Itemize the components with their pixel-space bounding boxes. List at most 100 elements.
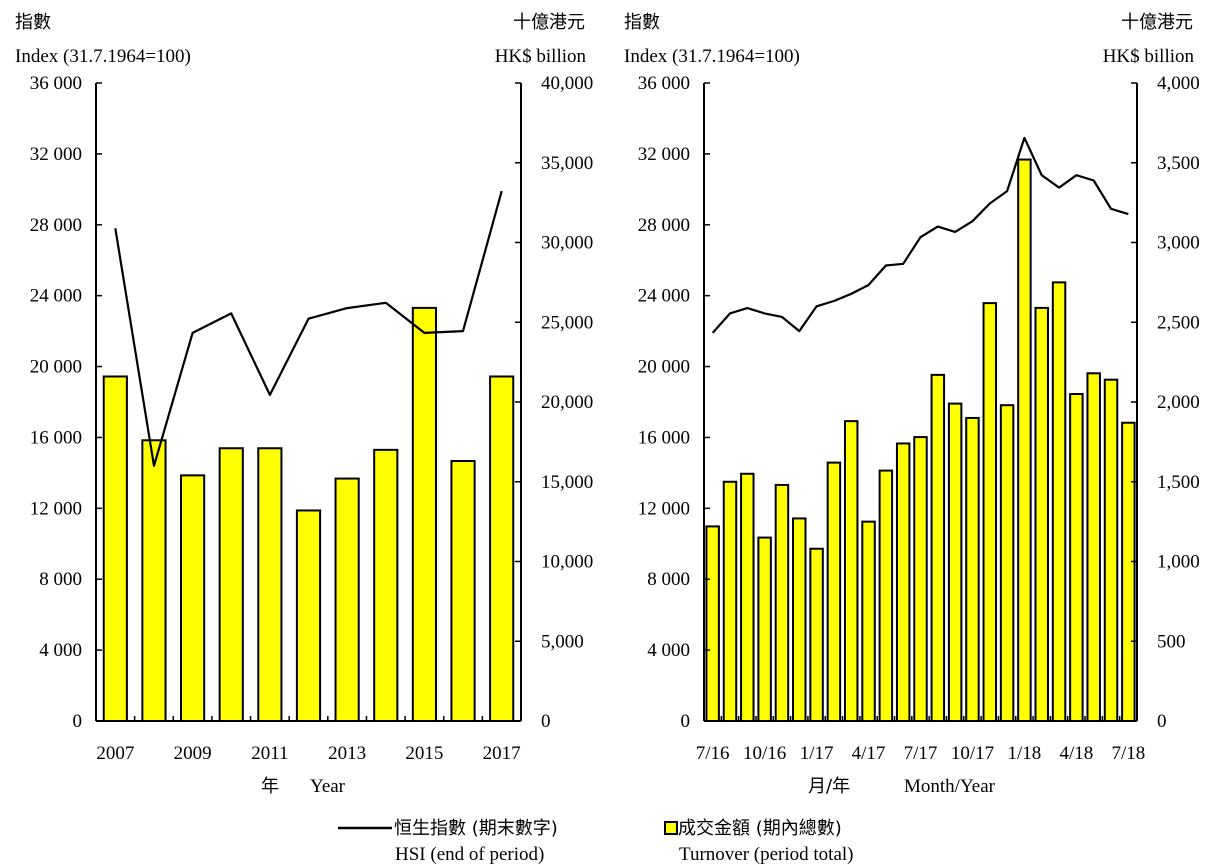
right-bar: [862, 522, 874, 721]
left-x-tick-label: 2011: [251, 743, 288, 764]
right-bar: [897, 443, 909, 721]
right-bar: [724, 482, 736, 721]
left-x-tick-label: 2015: [405, 743, 443, 764]
left-left-tick-label: 20 000: [30, 357, 82, 378]
right-bar: [793, 518, 805, 721]
right-right-tick-label: 3,000: [1157, 233, 1200, 254]
right-left-tick-label: 4 000: [647, 640, 690, 661]
right-x-tick-label: 1/17: [800, 743, 834, 764]
left-x-tick-label: 2013: [328, 743, 366, 764]
right-bar: [932, 375, 944, 721]
left-right-tick-label: 20,000: [541, 392, 593, 413]
right-left-tick-label: 0: [681, 711, 691, 732]
left-right-tick-label: 30,000: [541, 233, 593, 254]
right-bar: [880, 471, 892, 721]
right-right-tick-label: 1,500: [1157, 472, 1200, 493]
right-x-tick-label: 7/17: [904, 743, 938, 764]
right-right-tick-label: 0: [1157, 711, 1167, 732]
annual-x-axis-title-en: Year: [310, 776, 346, 797]
monthly-chart: 指數 Index (31.7.1964=100) 十億港元 HK$ billio…: [624, 12, 1200, 797]
left-bar: [297, 510, 320, 721]
annual-x-axis-title-zh: 年: [261, 776, 279, 797]
left-bar: [490, 376, 513, 721]
right-bar: [706, 526, 718, 721]
legend: 恒生指數 (期末數字) HSI (end of period) 成交金額 (期內…: [338, 818, 854, 865]
left-right-tick-label: 10,000: [541, 552, 593, 573]
right-left-tick-label: 20 000: [638, 357, 690, 378]
right-x-tick-label: 10/17: [951, 743, 994, 764]
right-bar: [1122, 423, 1134, 721]
monthly-x-axis-title-zh: 月/年: [808, 776, 850, 797]
right-left-tick-label: 36 000: [638, 73, 690, 94]
monthly-right-axis-ticks: 0 500 1,000 1,500 2,000 2,500 3,000 3,500 4,000: [1131, 73, 1200, 732]
right-bar: [949, 404, 961, 721]
monthly-right-axis-title-en: HK$ billion: [1103, 46, 1195, 67]
right-right-tick-label: 2,500: [1157, 312, 1200, 333]
left-right-tick-label: 25,000: [541, 312, 593, 333]
right-bar: [914, 437, 926, 721]
right-x-tick-label: 1/18: [1008, 743, 1042, 764]
left-x-tick-label: 2017: [483, 743, 521, 764]
left-left-tick-label: 32 000: [30, 144, 82, 165]
monthly-bars: [706, 160, 1134, 721]
annual-hsi-line: [115, 191, 501, 466]
right-bar: [776, 485, 788, 721]
right-bar: [1001, 405, 1013, 721]
left-bar: [374, 450, 397, 721]
annual-bars: [104, 308, 514, 721]
annual-chart: 指數 Index (31.7.1964=100) 十億港元 HK$ billio…: [15, 12, 593, 797]
right-x-tick-label: 7/16: [696, 743, 730, 764]
monthly-left-axis-ticks: 0 4 000 8 000 12 000 16 000 20 000 24 000 28 00…: [638, 73, 710, 732]
annual-x-axis-ticks: 2007 2009 2011 2013 2015 2017: [96, 716, 521, 764]
right-x-tick-label: 4/18: [1059, 743, 1093, 764]
right-left-tick-label: 24 000: [638, 286, 690, 307]
monthly-left-axis-title-en: Index (31.7.1964=100): [624, 46, 800, 67]
annual-left-axis-ticks: 0 4 000 8 000 12 000 16 000 20 000 24 000 28 00…: [30, 73, 102, 732]
left-right-tick-label: 5,000: [541, 631, 584, 652]
right-right-tick-label: 1,000: [1157, 552, 1200, 573]
right-bar: [828, 463, 840, 721]
right-bar: [1105, 380, 1117, 721]
right-left-tick-label: 32 000: [638, 144, 690, 165]
left-left-tick-label: 16 000: [30, 427, 82, 448]
left-left-tick-label: 36 000: [30, 73, 82, 94]
left-left-tick-label: 12 000: [30, 498, 82, 519]
monthly-right-axis-title-zh: 十億港元: [1121, 12, 1193, 33]
right-left-tick-label: 28 000: [638, 215, 690, 236]
left-x-tick-label: 2007: [96, 743, 134, 764]
right-bar: [984, 303, 996, 721]
right-x-tick-label: 7/18: [1111, 743, 1145, 764]
legend-hsi-label-zh: 恒生指數 (期末數字): [394, 818, 558, 839]
right-bar: [845, 421, 857, 721]
annual-right-axis-title-en: HK$ billion: [495, 46, 587, 67]
right-right-tick-label: 4,000: [1157, 73, 1200, 94]
left-x-tick-label: 2009: [174, 743, 212, 764]
right-right-tick-label: 500: [1157, 631, 1186, 652]
right-x-tick-label: 4/17: [852, 743, 886, 764]
left-bar: [220, 448, 243, 721]
left-left-tick-label: 0: [73, 711, 83, 732]
right-bar: [966, 418, 978, 721]
right-left-tick-label: 16 000: [638, 427, 690, 448]
right-left-tick-label: 12 000: [638, 498, 690, 519]
left-right-tick-label: 0: [541, 711, 551, 732]
left-left-tick-label: 24 000: [30, 286, 82, 307]
right-bar: [1070, 394, 1082, 721]
left-bar: [336, 479, 359, 721]
right-bar: [1053, 282, 1065, 721]
legend-turnover-swatch: [665, 822, 677, 834]
right-bar: [810, 549, 822, 721]
monthly-x-axis-title-en: Month/Year: [904, 776, 996, 797]
left-left-tick-label: 4 000: [39, 640, 82, 661]
monthly-x-axis-ticks: 7/16 10/16 1/17 4/17 7/17 10/17 1/18 4/18 7/18: [696, 716, 1145, 764]
left-bar: [451, 461, 474, 721]
legend-hsi-label-en: HSI (end of period): [395, 844, 544, 865]
right-right-tick-label: 2,000: [1157, 392, 1200, 413]
left-bar: [181, 475, 204, 721]
legend-turnover-label-zh: 成交金額 (期內總數): [678, 818, 842, 839]
right-right-tick-label: 3,500: [1157, 153, 1200, 174]
left-left-tick-label: 8 000: [39, 569, 82, 590]
left-bar: [413, 308, 436, 721]
left-right-tick-label: 40,000: [541, 73, 593, 94]
